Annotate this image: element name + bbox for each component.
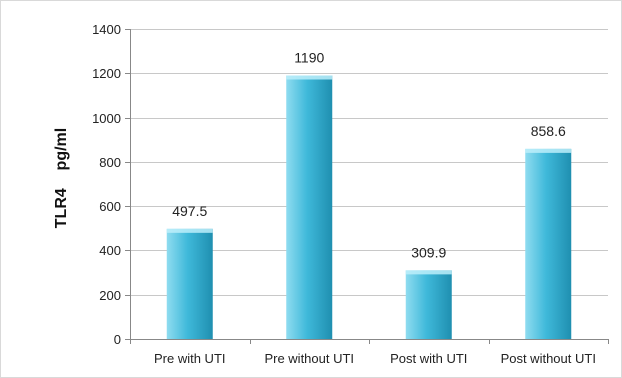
x-tick-label: Pre with UTI xyxy=(154,351,226,366)
y-tick-label: 200 xyxy=(99,288,121,303)
data-label: 858.6 xyxy=(531,123,566,139)
x-tick-label: Pre without UTI xyxy=(264,351,354,366)
bar-top-highlight xyxy=(286,75,333,80)
data-label: 309.9 xyxy=(411,244,446,260)
y-tick-label: 800 xyxy=(99,155,121,170)
y-tick-label: 0 xyxy=(114,332,121,347)
bar xyxy=(405,270,452,339)
y-tick-label: 1000 xyxy=(92,111,121,126)
labels: 0 200 400 600 800 1000 1200 1400 497.5 Pre with U… xyxy=(92,22,596,366)
data-label: 1190 xyxy=(294,50,324,66)
bar xyxy=(286,75,333,339)
bar-top-highlight xyxy=(166,228,213,233)
y-tick-label: 1400 xyxy=(92,22,121,37)
y-axis-label: TLR4 pg/ml xyxy=(53,128,70,228)
axes xyxy=(125,29,609,344)
bar xyxy=(166,228,213,339)
y-tick-label: 1200 xyxy=(92,66,121,81)
bar-top-highlight xyxy=(405,270,452,275)
x-tick-label: Post with UTI xyxy=(390,351,467,366)
data-label: 497.5 xyxy=(172,203,207,219)
y-tick-label: 400 xyxy=(99,243,121,258)
bar-top-highlight xyxy=(525,148,572,153)
bars xyxy=(166,75,572,339)
bar xyxy=(525,148,572,339)
y-tick-label: 600 xyxy=(99,199,121,214)
x-tick-label: Post without UTI xyxy=(501,351,596,366)
